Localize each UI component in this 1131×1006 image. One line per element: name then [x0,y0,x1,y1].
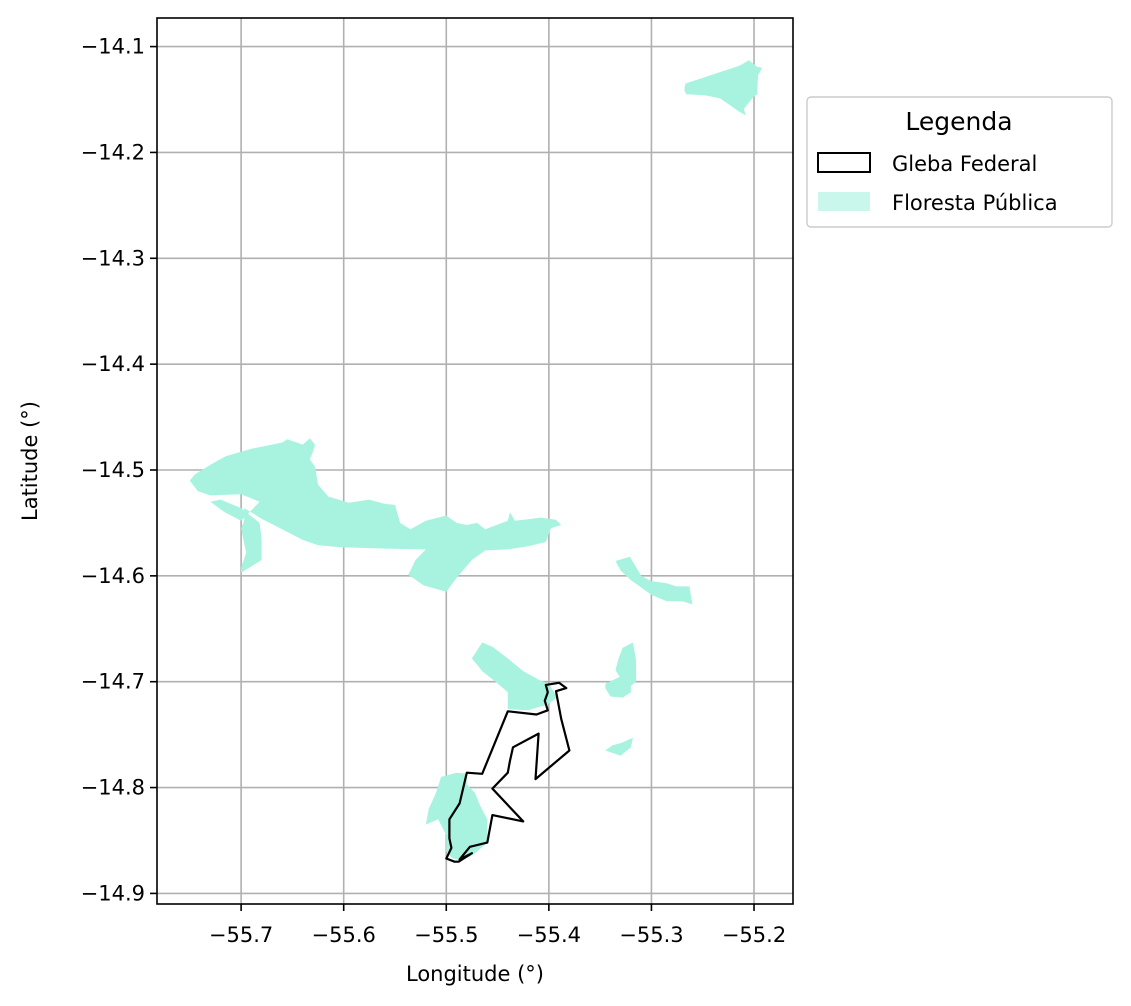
floresta-p-blica-polygon [471,642,558,711]
gleba-layer [445,681,571,863]
floresta-p-blica-polygon [684,60,763,116]
legend-frame [806,96,1113,228]
x-tick-label: −55.3 [619,923,683,947]
y-tick-label: −14.5 [81,458,145,482]
y-tick-label: −14.2 [81,140,145,164]
y-axis-label: Latitude (°) [18,401,42,521]
x-tick-label: −55.6 [312,923,376,947]
floresta-p-blica-polygon [615,642,637,687]
y-tick-label: −14.7 [81,670,145,694]
floresta-p-blica-polygon [425,772,488,860]
floresta-p-blica-polygon [605,737,633,756]
x-tick-label: −55.7 [209,923,273,947]
gleba-federal-polygon [445,681,571,863]
y-tick-label: −14.8 [81,776,145,800]
legend-gleba-label: Gleba Federal [892,152,1037,176]
legend-forest-label: Floresta Pública [892,191,1058,215]
x-axis-label: Longitude (°) [406,962,544,986]
floresta-p-blica-polygon [615,556,693,605]
y-tick-label: −14.4 [81,352,145,376]
legend-forest-swatch [818,192,870,211]
y-tick-label: −14.9 [81,881,145,905]
y-tick-label: −14.3 [81,246,145,270]
x-axis-ticks: −55.7 −55.6 −55.5 −55.4 −55.3 −55.2 [209,904,786,947]
legend-title: Legenda [905,107,1012,136]
plot-frame [156,17,794,905]
y-axis-ticks: −14.1 −14.2 −14.3 −14.4 −14.5 −14.6 −14.7 −14.8… [81,35,157,905]
y-tick-label: −14.1 [81,35,145,59]
gridlines [157,18,793,904]
floresta-p-blica-polygon [189,438,562,592]
x-tick-label: −55.2 [722,923,786,947]
x-tick-label: −55.5 [414,923,478,947]
legend: Legenda Gleba Federal Floresta Pública [806,96,1113,228]
y-tick-label: −14.6 [81,564,145,588]
forest-layer [189,60,763,860]
legend-gleba-swatch [817,152,871,173]
x-tick-label: −55.4 [517,923,581,947]
